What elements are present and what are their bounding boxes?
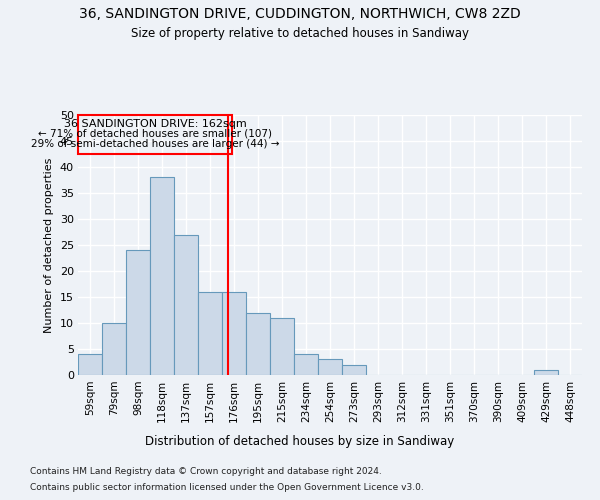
Bar xyxy=(198,292,222,375)
Bar xyxy=(318,360,342,375)
Text: 29% of semi-detached houses are larger (44) →: 29% of semi-detached houses are larger (… xyxy=(31,139,279,149)
Y-axis label: Number of detached properties: Number of detached properties xyxy=(44,158,54,332)
Bar xyxy=(294,354,318,375)
Bar xyxy=(534,370,558,375)
Bar xyxy=(78,115,232,154)
Bar xyxy=(174,234,198,375)
Text: Contains public sector information licensed under the Open Government Licence v3: Contains public sector information licen… xyxy=(30,482,424,492)
Text: Size of property relative to detached houses in Sandiway: Size of property relative to detached ho… xyxy=(131,28,469,40)
Text: Contains HM Land Registry data © Crown copyright and database right 2024.: Contains HM Land Registry data © Crown c… xyxy=(30,468,382,476)
Text: 36, SANDINGTON DRIVE, CUDDINGTON, NORTHWICH, CW8 2ZD: 36, SANDINGTON DRIVE, CUDDINGTON, NORTHW… xyxy=(79,8,521,22)
Bar xyxy=(126,250,150,375)
Bar xyxy=(78,354,102,375)
Bar xyxy=(222,292,246,375)
Text: Distribution of detached houses by size in Sandiway: Distribution of detached houses by size … xyxy=(145,435,455,448)
Text: ← 71% of detached houses are smaller (107): ← 71% of detached houses are smaller (10… xyxy=(38,128,272,138)
Bar xyxy=(270,318,294,375)
Bar xyxy=(246,312,270,375)
Bar xyxy=(150,178,174,375)
Bar xyxy=(102,323,126,375)
Text: 36 SANDINGTON DRIVE: 162sqm: 36 SANDINGTON DRIVE: 162sqm xyxy=(64,119,247,129)
Bar xyxy=(342,364,366,375)
